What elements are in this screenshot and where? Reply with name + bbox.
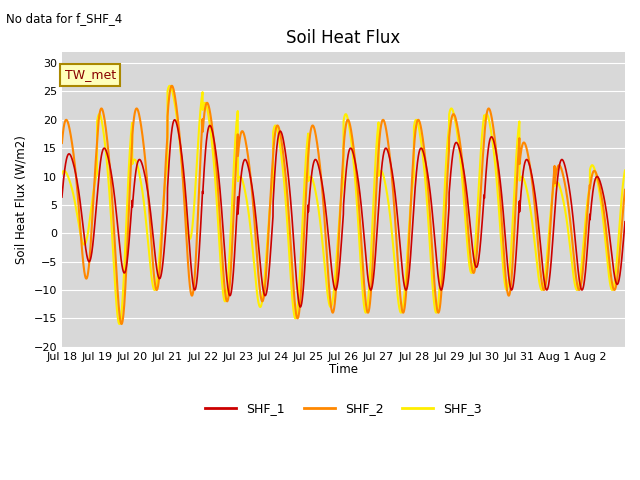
SHF_2	[536, 256, 543, 262]
Legend: SHF_1, SHF_2, SHF_3: SHF_1, SHF_2, SHF_3	[200, 397, 487, 420]
SHF_2	[173, 113, 181, 119]
SHF_3	[173, 120, 181, 126]
SHF_2	[58, 140, 66, 146]
X-axis label: Time: Time	[329, 363, 358, 376]
SHF_1	[173, 124, 181, 130]
SHF_2	[621, 187, 629, 192]
SHF_1	[621, 219, 629, 225]
SHF_3	[621, 168, 629, 173]
SHF_2	[118, 321, 125, 327]
SHF_1	[466, 216, 474, 222]
Title: Soil Heat Flux: Soil Heat Flux	[286, 29, 401, 48]
SHF_3	[466, 264, 474, 269]
SHF_3	[416, 131, 424, 137]
SHF_1	[502, 237, 509, 243]
SHF_3	[502, 285, 509, 290]
SHF_2	[416, 120, 424, 126]
Line: SHF_3: SHF_3	[62, 86, 625, 324]
SHF_1	[296, 304, 304, 310]
SHF_3	[536, 279, 543, 285]
SHF_3	[166, 83, 173, 89]
Line: SHF_1: SHF_1	[62, 120, 625, 307]
SHF_1	[416, 146, 424, 152]
SHF_2	[466, 245, 474, 251]
SHF_1	[171, 117, 179, 123]
Y-axis label: Soil Heat Flux (W/m2): Soil Heat Flux (W/m2)	[15, 135, 28, 264]
SHF_1	[58, 194, 66, 200]
SHF_3	[58, 170, 66, 176]
SHF_2	[615, 258, 623, 264]
SHF_3	[615, 229, 623, 235]
Line: SHF_2: SHF_2	[62, 86, 625, 324]
SHF_3	[116, 321, 124, 327]
Text: TW_met: TW_met	[65, 68, 116, 81]
SHF_1	[615, 277, 623, 283]
SHF_1	[536, 229, 543, 235]
Text: No data for f_SHF_4: No data for f_SHF_4	[6, 12, 123, 25]
SHF_2	[168, 83, 175, 89]
SHF_2	[502, 272, 509, 277]
